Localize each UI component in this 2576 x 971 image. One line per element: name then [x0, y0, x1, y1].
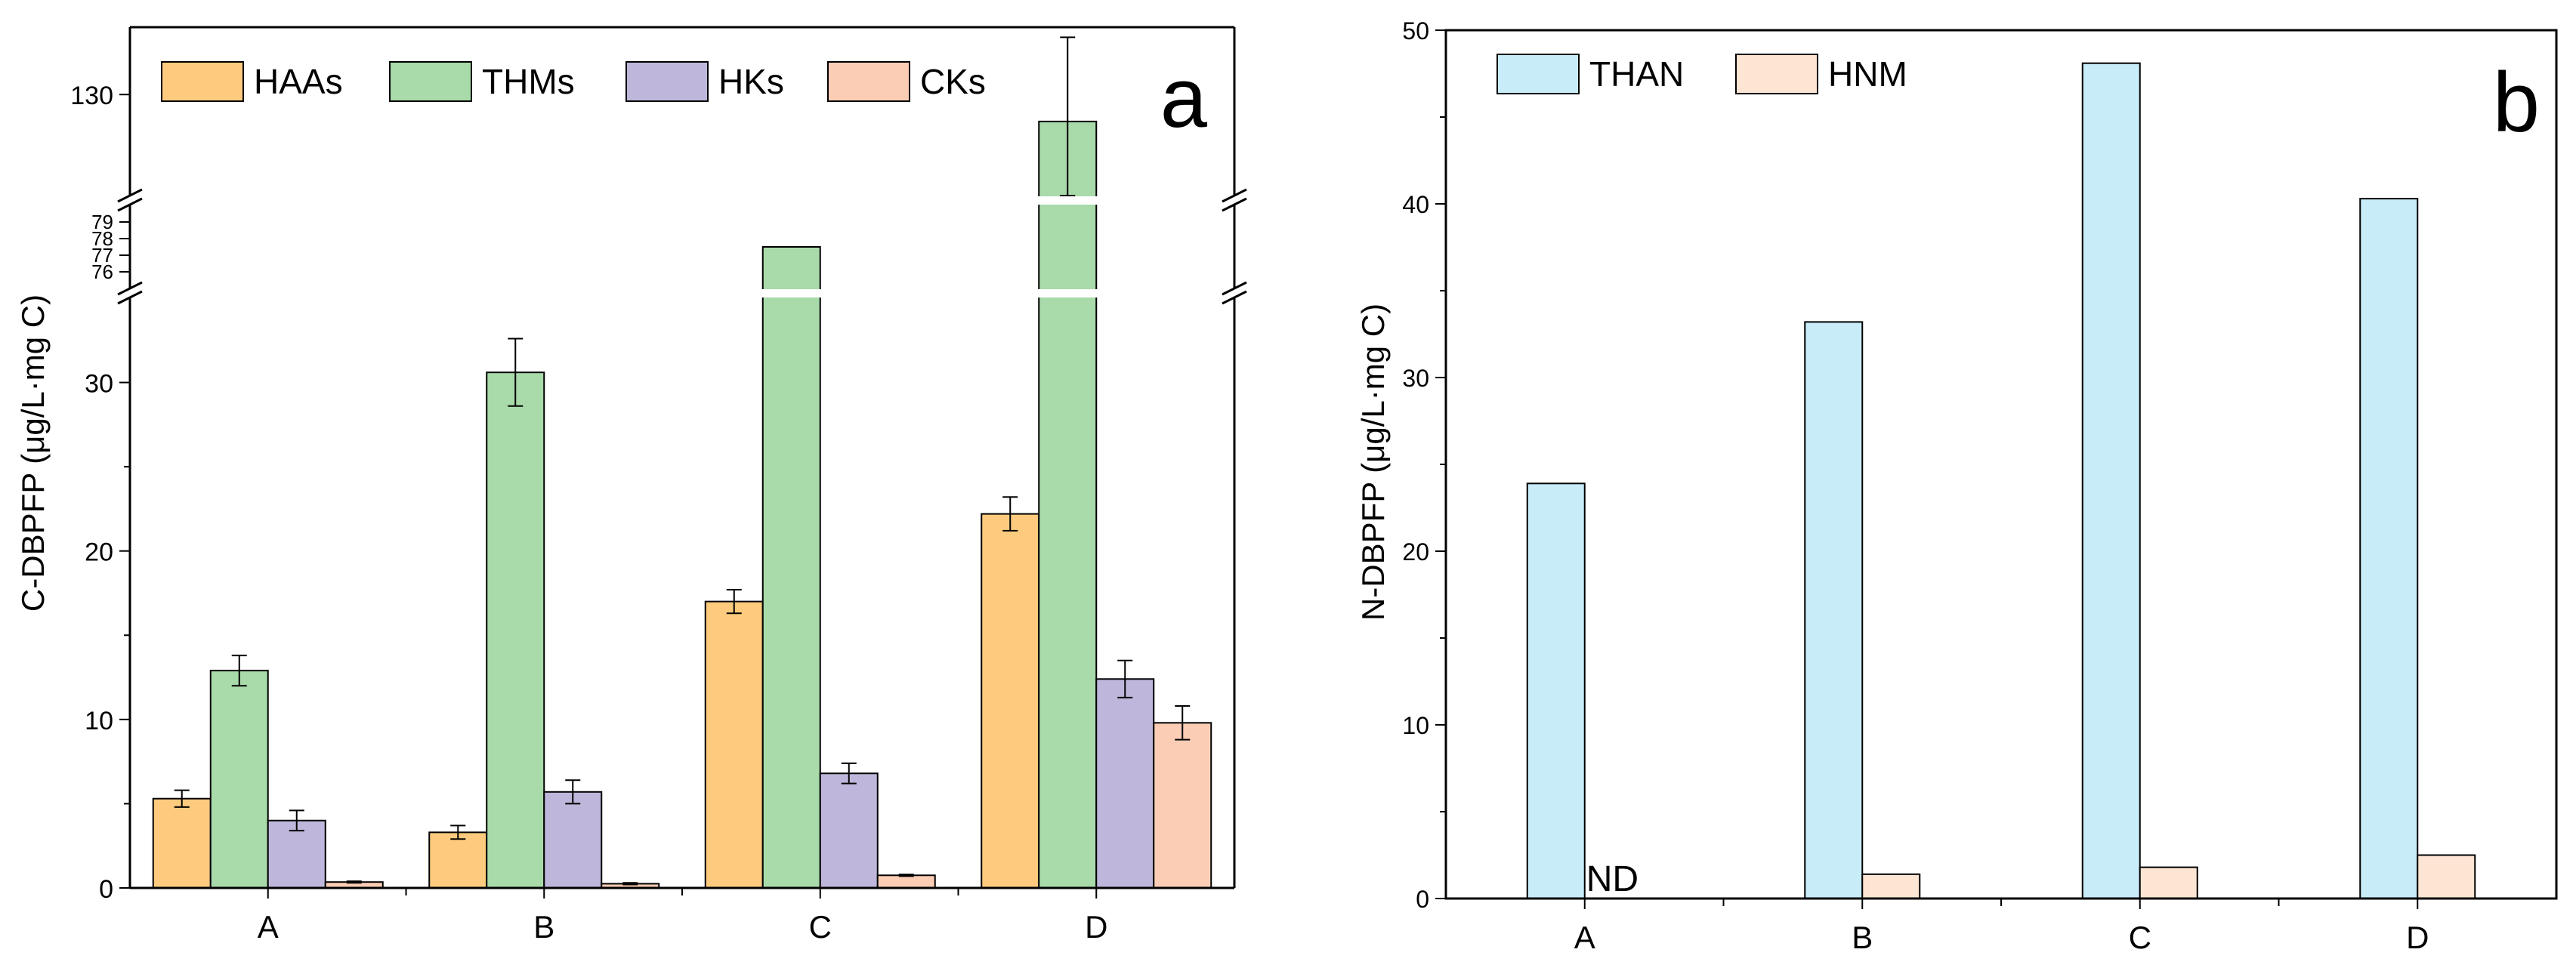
- bar-cks-d: [1153, 722, 1212, 889]
- legend-swatch-cks: [827, 61, 910, 102]
- bar-than-b: [1804, 321, 1864, 899]
- y-axis-title: N-DBPFP (μg/L·mg C): [1355, 304, 1391, 621]
- bar-than-c: [2081, 62, 2141, 900]
- bar-hks-b: [543, 791, 603, 889]
- axis-break-mark: [1222, 290, 1247, 305]
- legend-label: HNM: [1828, 54, 1907, 94]
- y-tick-label: 79: [91, 211, 113, 233]
- bar-haas-b: [428, 831, 488, 889]
- panel-b-chart: N-DBPFP (μg/L·mg C) b A B C D ND 0 10 20 30 40 50 T…: [1355, 17, 2558, 955]
- legend-label: HKs: [718, 62, 784, 101]
- x-tick-label: C: [2129, 920, 2151, 955]
- legend-swatch-hnm: [1735, 54, 1818, 94]
- axis-break-mark: [117, 290, 143, 305]
- panel-label: b: [2493, 55, 2540, 150]
- y-tick-label: 78: [91, 227, 113, 250]
- y-tick-label: 10: [1402, 712, 1429, 739]
- bar-hks-c: [819, 772, 879, 889]
- y-tick-label: 77: [91, 244, 113, 267]
- axis-break-mark: [1222, 197, 1247, 212]
- y-tick-label: 0: [99, 875, 113, 904]
- y-tick-label: 50: [1402, 17, 1429, 45]
- x-tick-label: A: [258, 909, 279, 945]
- y-tick-label: 130: [70, 82, 113, 110]
- legend-label: THMs: [482, 62, 575, 101]
- bar-haas-c: [704, 600, 764, 889]
- y-tick-label: 40: [1402, 191, 1429, 218]
- panel-b-plot: A B C D ND 0 10 20 30 40 50 THAN HNM: [1402, 17, 2558, 955]
- axis-break-mark: [117, 281, 143, 296]
- bar-thms-d: [1038, 120, 1098, 889]
- bar-thms-b: [486, 371, 545, 889]
- legend-swatch-thms: [389, 61, 472, 102]
- legend-swatch-than: [1496, 54, 1580, 94]
- bar-than-a: [1526, 482, 1586, 899]
- bar-cks-c: [876, 874, 936, 889]
- axis-break-mark: [117, 197, 143, 212]
- legend-label: HAAs: [254, 62, 343, 101]
- axis-break-mark: [117, 188, 143, 203]
- legend-swatch-haas: [161, 61, 244, 102]
- nd-annotation: ND: [1586, 859, 1639, 899]
- x-tick-label: C: [809, 909, 832, 945]
- axis-break-gap: [131, 196, 1233, 205]
- legend-swatch-hks: [625, 61, 709, 102]
- y-tick-label: 76: [91, 260, 113, 283]
- y-tick-label: 20: [85, 538, 113, 567]
- bar-thms-a: [209, 670, 269, 889]
- bar-haas-d: [981, 513, 1040, 889]
- bar-hnm-b: [1861, 873, 1921, 900]
- panel-a-chart: C-DBPFP (μg/L·mg C) a A B C D 0 10 20 30 7677787…: [15, 26, 1247, 945]
- legend-label: THAN: [1589, 54, 1684, 94]
- x-tick-label: D: [2406, 920, 2429, 955]
- y-tick-label: 30: [85, 370, 113, 399]
- bar-hnm-d: [2417, 854, 2476, 899]
- y-tick-label: 20: [1402, 538, 1429, 566]
- bar-than-d: [2359, 198, 2419, 900]
- y-tick-label: 0: [1416, 886, 1429, 913]
- panel-label: a: [1160, 51, 1208, 145]
- axis-break-mark: [1222, 281, 1247, 296]
- bar-hks-d: [1095, 678, 1155, 889]
- x-tick-label: B: [1852, 920, 1873, 955]
- bar-thms-c: [761, 246, 821, 889]
- x-tick-label: A: [1574, 920, 1595, 955]
- legend-label: CKs: [920, 62, 986, 101]
- bar-hnm-c: [2139, 866, 2198, 899]
- axis-break-mark: [1222, 188, 1247, 203]
- y-tick-label: 30: [1402, 365, 1429, 392]
- x-tick-label: D: [1085, 909, 1107, 945]
- y-tick-label: 10: [85, 707, 113, 735]
- y-axis-title: C-DBPFP (μg/L·mg C): [15, 294, 51, 612]
- axis-break-gap: [131, 289, 1233, 297]
- bar-haas-a: [152, 797, 212, 889]
- x-tick-label: B: [533, 909, 554, 945]
